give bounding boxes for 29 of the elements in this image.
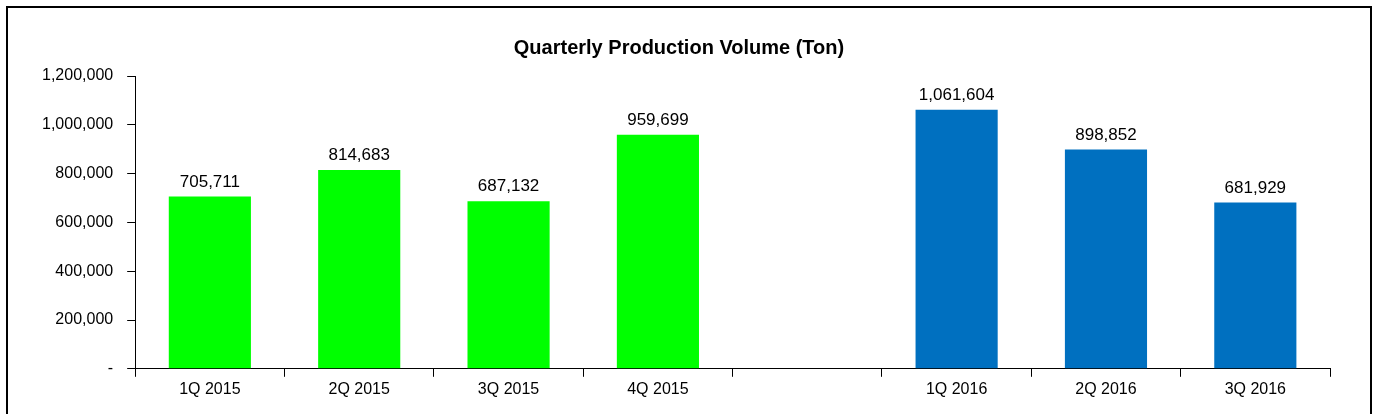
x-tick-label: 3Q 2016	[1224, 379, 1287, 397]
chart-title: Quarterly Production Volume (Ton)	[513, 35, 845, 58]
bar	[318, 170, 401, 369]
y-tick-label: -	[107, 359, 114, 377]
bar	[168, 196, 251, 369]
y-tick-label: 1,200,000	[41, 66, 114, 84]
bar	[1064, 149, 1148, 369]
y-tick-label: 400,000	[55, 261, 114, 279]
bar	[467, 201, 550, 369]
x-tick-label: 2Q 2016	[1075, 379, 1137, 397]
data-label: 898,852	[1075, 124, 1137, 144]
y-tick-label: 200,000	[55, 310, 114, 328]
x-tick-label: 1Q 2016	[925, 379, 988, 397]
data-label: 681,929	[1224, 177, 1287, 197]
data-label: 1,061,604	[918, 84, 995, 104]
y-tick-label: 600,000	[55, 212, 114, 230]
data-label: 687,132	[477, 176, 540, 196]
bar	[915, 109, 998, 369]
bar	[616, 134, 699, 369]
data-label: 705,711	[179, 171, 240, 191]
x-tick-label: 2Q 2015	[328, 379, 390, 397]
x-tick-label: 1Q 2015	[179, 379, 241, 397]
x-tick-label: 3Q 2015	[477, 379, 540, 397]
x-tick-label: 4Q 2015	[627, 379, 689, 397]
data-label: 814,683	[328, 145, 390, 165]
data-label: 959,699	[627, 109, 689, 129]
bar	[1214, 202, 1297, 369]
y-tick-label: 1,000,000	[41, 115, 114, 133]
y-tick-label: 800,000	[55, 164, 114, 182]
